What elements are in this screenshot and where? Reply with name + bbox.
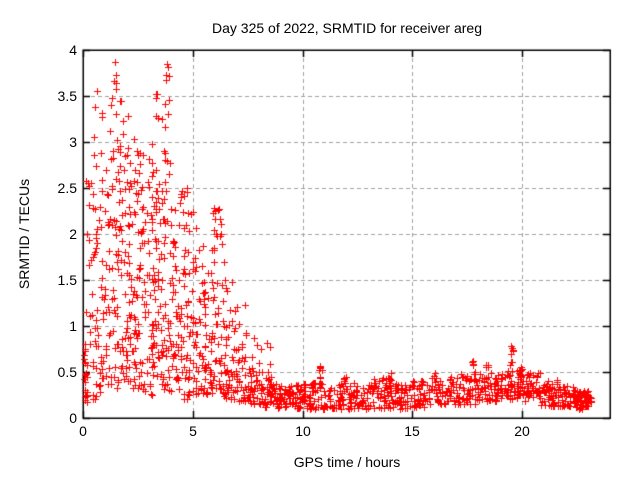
x-tick-label: 15 <box>404 423 420 439</box>
y-tick-label: 4 <box>69 42 77 58</box>
y-tick-label: 1 <box>69 318 77 334</box>
chart-title: Day 325 of 2022, SRMTID for receiver are… <box>211 20 483 36</box>
y-tick-label: 2.5 <box>57 180 77 196</box>
y-tick-label: 3 <box>69 134 77 150</box>
y-tick-label: 0 <box>69 410 77 426</box>
x-tick-label: 20 <box>514 423 530 439</box>
y-tick-label: 1.5 <box>57 272 77 288</box>
y-axis-label: SRMTID / TECUs <box>16 178 32 290</box>
x-axis-label: GPS time / hours <box>293 454 401 470</box>
x-tick-label: 0 <box>79 423 87 439</box>
y-tick-label: 3.5 <box>57 88 77 104</box>
x-tick-label: 5 <box>189 423 197 439</box>
y-tick-label: 0.5 <box>57 364 77 380</box>
y-tick-label: 2 <box>69 226 77 242</box>
x-tick-label: 10 <box>295 423 311 439</box>
